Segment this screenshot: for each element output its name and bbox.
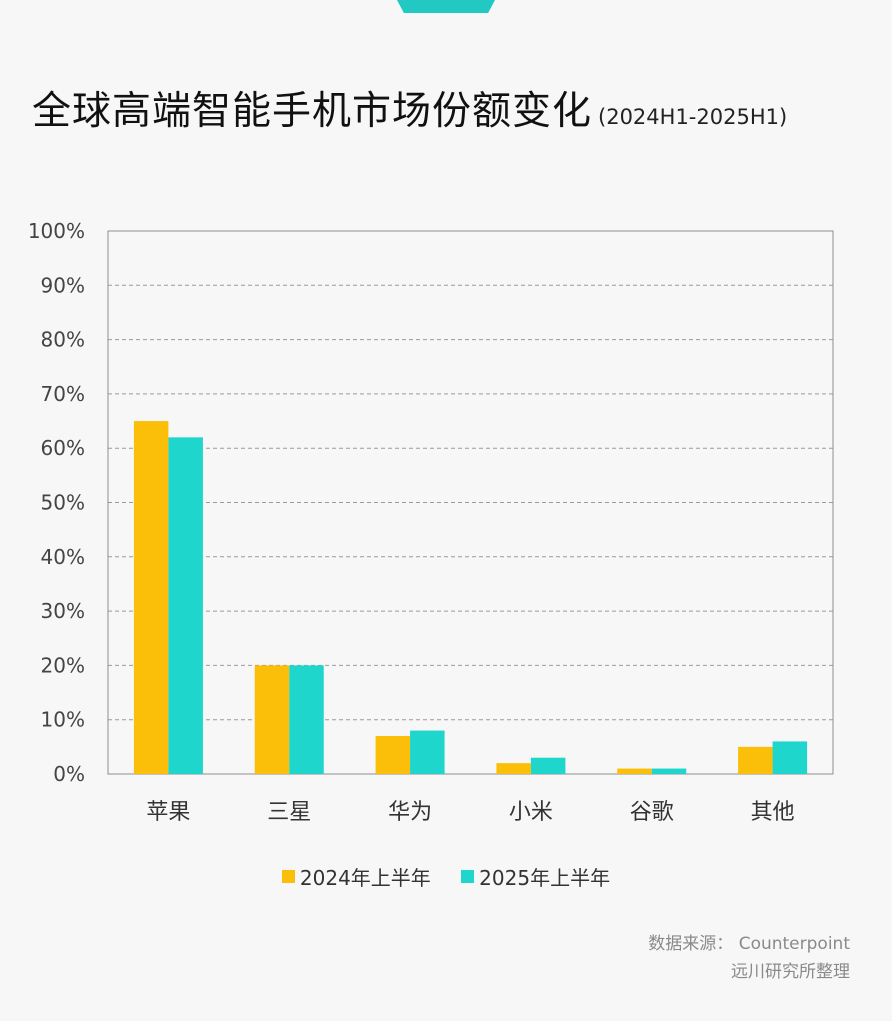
top-accent-tab — [397, 0, 495, 13]
bar-2025 — [772, 741, 808, 774]
chart-title: 全球高端智能手机市场份额变化 — [32, 89, 593, 134]
bar-2025 — [530, 757, 566, 774]
compiler-line: 远川研究所整理 — [731, 962, 850, 982]
bar-2025 — [168, 437, 203, 774]
x-tick-label: 三星 — [267, 800, 311, 825]
y-tick-label: 70% — [41, 382, 85, 406]
plot-frame — [107, 230, 834, 775]
legend: 2024年上半年 2025年上半年 — [0, 862, 892, 891]
source-line: 数据来源： Counterpoint — [648, 934, 850, 954]
y-tick-label: 10% — [41, 708, 85, 732]
legend-swatch-2025 — [461, 870, 475, 883]
legend-item-2025: 2025年上半年 — [461, 862, 610, 891]
x-tick-label: 谷歌 — [630, 800, 674, 825]
x-tick-label: 华为 — [388, 800, 432, 825]
y-tick-label: 90% — [41, 273, 85, 297]
bar-2025 — [410, 730, 445, 774]
bar-2025 — [651, 768, 687, 774]
legend-swatch-2024 — [281, 870, 295, 883]
y-tick-label: 30% — [41, 599, 85, 623]
y-tick-label: 60% — [41, 436, 85, 460]
y-tick-label: 40% — [41, 545, 85, 569]
bar-2024 — [496, 763, 531, 774]
bar-chart: 0% 10% 20% 30% 40% 50% 60% 70% 80% 90% 100% 苹果 三星 华为 小… — [28, 219, 834, 825]
x-tick-label: 小米 — [509, 800, 553, 825]
bar-2024 — [738, 746, 773, 774]
y-tick-label: 0% — [53, 762, 85, 786]
y-tick-label: 20% — [41, 653, 85, 677]
x-tick-label: 其他 — [751, 800, 795, 825]
title-row: 全球高端智能手机市场份额变化 (2024H1-2025H1) — [32, 80, 787, 136]
bar-2025 — [289, 665, 324, 774]
bar-2024 — [617, 768, 652, 774]
y-tick-label: 50% — [41, 491, 85, 515]
y-tick-label: 80% — [41, 328, 85, 352]
chart-subtitle: (2024H1-2025H1) — [598, 105, 788, 129]
y-tick-label: 100% — [28, 219, 85, 243]
bar-2024 — [375, 735, 411, 774]
bar-2024 — [254, 665, 290, 774]
x-tick-label: 苹果 — [146, 800, 190, 825]
legend-item-2024: 2024年上半年 — [281, 862, 431, 891]
source-note: 数据来源： Counterpoint 远川研究所整理 — [648, 930, 850, 986]
bar-2024 — [133, 421, 169, 774]
legend-label-2025: 2025年上半年 — [479, 866, 611, 890]
legend-label-2024: 2024年上半年 — [299, 866, 431, 890]
